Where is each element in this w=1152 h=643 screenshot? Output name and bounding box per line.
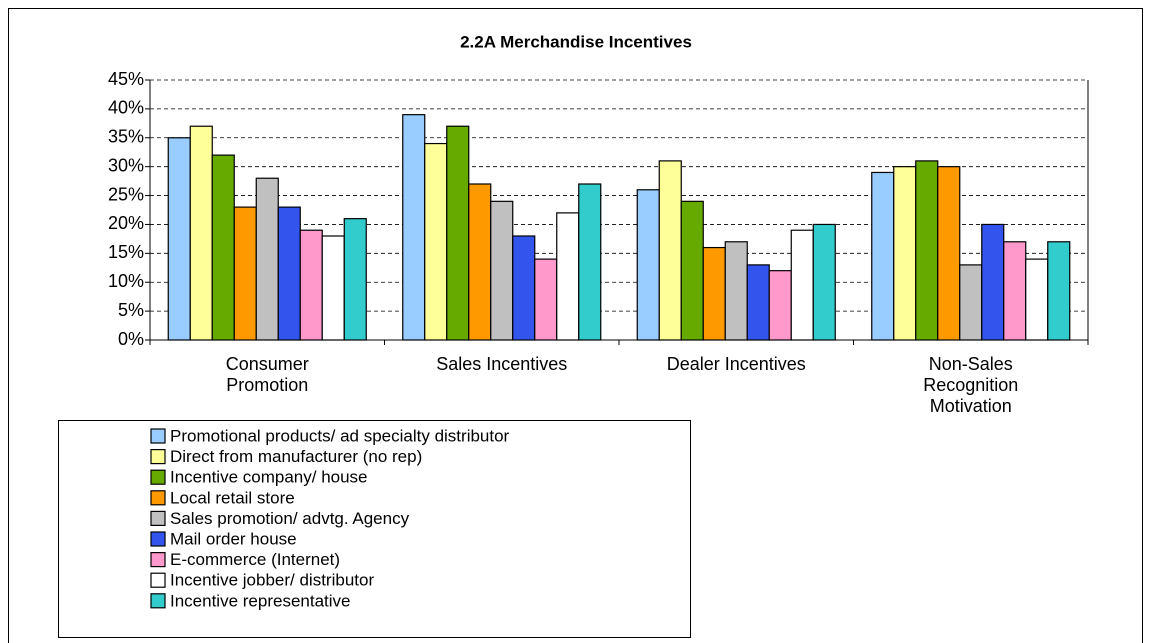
bar	[680, 200, 704, 341]
chart-title: 2.2A Merchandise Incentives	[460, 32, 692, 51]
legend-swatch	[150, 510, 166, 526]
legend-label: Incentive jobber/ distributor	[170, 571, 374, 590]
bar	[490, 200, 514, 341]
bar	[343, 218, 367, 341]
bar	[534, 258, 558, 341]
bar	[658, 160, 682, 341]
y-tick-label: 40%	[108, 98, 144, 118]
bar	[636, 189, 660, 341]
legend-swatch	[150, 593, 166, 609]
bar	[981, 223, 1005, 341]
legend-label: Mail order house	[170, 529, 297, 548]
bar	[768, 270, 792, 341]
y-tick-label: 0%	[118, 329, 144, 349]
bar	[790, 229, 814, 341]
legend-swatch	[150, 469, 166, 485]
y-tick-label: 30%	[108, 155, 144, 175]
y-tick-label: 25%	[108, 184, 144, 204]
y-tick-label: 15%	[108, 242, 144, 262]
y-tick-label: 45%	[108, 69, 144, 89]
legend-label: E-commerce (Internet)	[170, 550, 340, 569]
bar	[468, 183, 492, 341]
bar	[277, 206, 301, 341]
legend-label: Incentive company/ house	[170, 468, 368, 487]
x-tick-label: Dealer Incentives	[666, 354, 806, 374]
x-tick-label: Consumer Promotion	[225, 354, 309, 395]
bar	[255, 177, 279, 341]
bar	[871, 171, 895, 341]
bar	[1025, 258, 1049, 341]
bar	[446, 125, 470, 341]
legend-label: Local retail store	[170, 488, 295, 507]
bar	[578, 183, 602, 341]
y-tick-label: 5%	[118, 300, 144, 320]
bar	[959, 264, 983, 341]
bar	[211, 154, 235, 341]
bar	[1003, 241, 1027, 341]
legend-swatch	[150, 428, 166, 444]
y-tick-label: 10%	[108, 271, 144, 291]
bar	[812, 223, 836, 341]
bar	[321, 235, 345, 341]
legend-swatch	[150, 551, 166, 568]
bar	[556, 212, 580, 341]
legend-swatch	[150, 531, 166, 547]
legend-label: Direct from manufacturer (no rep)	[170, 447, 422, 466]
bar	[167, 137, 191, 341]
legend-label: Sales promotion/ advtg. Agency	[170, 509, 410, 528]
y-tick-label: 35%	[108, 127, 144, 147]
bar	[299, 229, 323, 341]
bar	[702, 246, 726, 341]
bar	[233, 206, 257, 341]
bar	[746, 264, 770, 341]
x-tick-label: Non-Sales Recognition Motivation	[923, 354, 1019, 416]
legend-swatch	[150, 572, 166, 588]
bar	[915, 160, 939, 341]
x-tick-label: Sales Incentives	[436, 354, 568, 374]
bar	[402, 114, 426, 341]
legend-swatch	[150, 449, 166, 465]
bar	[1047, 241, 1071, 341]
legend-label: Incentive representative	[170, 591, 351, 610]
bar	[893, 166, 917, 341]
legend-swatch	[150, 490, 166, 506]
bar	[512, 235, 536, 341]
legend-label: Promotional products/ ad specialty distr…	[170, 426, 510, 445]
bar	[937, 166, 961, 341]
bar	[424, 142, 448, 341]
y-tick-label: 20%	[108, 213, 144, 233]
bar	[189, 125, 213, 341]
bar	[724, 241, 748, 341]
